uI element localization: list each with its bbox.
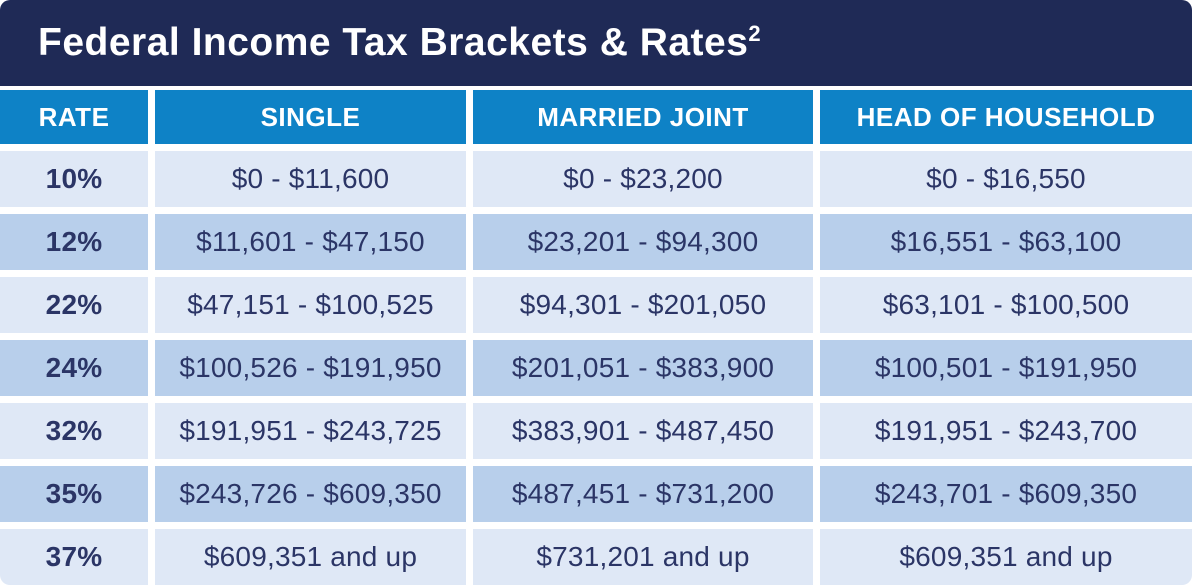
column-header-head-of-household: HEAD OF HOUSEHOLD [820, 90, 1192, 144]
table-cell-married-joint: $731,201 and up [473, 529, 813, 585]
table-cell-single: $47,151 - $100,525 [155, 277, 466, 333]
column-header-single: SINGLE [155, 90, 466, 144]
table-cell-single: $191,951 - $243,725 [155, 403, 466, 459]
table-cell-married-joint: $94,301 - $201,050 [473, 277, 813, 333]
column-header-married-joint: MARRIED JOINT [473, 90, 813, 144]
table-cell-head-of-household: $0 - $16,550 [820, 151, 1192, 207]
table-cell-rate: 22% [0, 277, 148, 333]
table-cell-single: $609,351 and up [155, 529, 466, 585]
table-cell-head-of-household: $63,101 - $100,500 [820, 277, 1192, 333]
table-cell-rate: 32% [0, 403, 148, 459]
table-cell-rate: 24% [0, 340, 148, 396]
table-cell-single: $0 - $11,600 [155, 151, 466, 207]
table-cell-rate: 10% [0, 151, 148, 207]
page-title: Federal Income Tax Brackets & Rates2 [38, 21, 761, 65]
table-cell-rate: 35% [0, 466, 148, 522]
table-cell-married-joint: $487,451 - $731,200 [473, 466, 813, 522]
table-cell-married-joint: $383,901 - $487,450 [473, 403, 813, 459]
table-cell-head-of-household: $100,501 - $191,950 [820, 340, 1192, 396]
page-title-footnote-marker: 2 [748, 21, 762, 46]
table-cell-single: $243,726 - $609,350 [155, 466, 466, 522]
table-cell-single: $11,601 - $47,150 [155, 214, 466, 270]
table-cell-married-joint: $23,201 - $94,300 [473, 214, 813, 270]
table-cell-married-joint: $201,051 - $383,900 [473, 340, 813, 396]
table-cell-head-of-household: $609,351 and up [820, 529, 1192, 585]
table-cell-head-of-household: $191,951 - $243,700 [820, 403, 1192, 459]
table-cell-head-of-household: $243,701 - $609,350 [820, 466, 1192, 522]
tax-brackets-table: RATE SINGLE MARRIED JOINT HEAD OF HOUSEH… [0, 90, 1192, 585]
table-cell-married-joint: $0 - $23,200 [473, 151, 813, 207]
table-cell-rate: 12% [0, 214, 148, 270]
table-cell-head-of-household: $16,551 - $63,100 [820, 214, 1192, 270]
page-title-text: Federal Income Tax Brackets & Rates [38, 21, 749, 64]
table-cell-single: $100,526 - $191,950 [155, 340, 466, 396]
table-title-bar: Federal Income Tax Brackets & Rates2 [0, 0, 1192, 86]
column-header-rate: RATE [0, 90, 148, 144]
table-cell-rate: 37% [0, 529, 148, 585]
